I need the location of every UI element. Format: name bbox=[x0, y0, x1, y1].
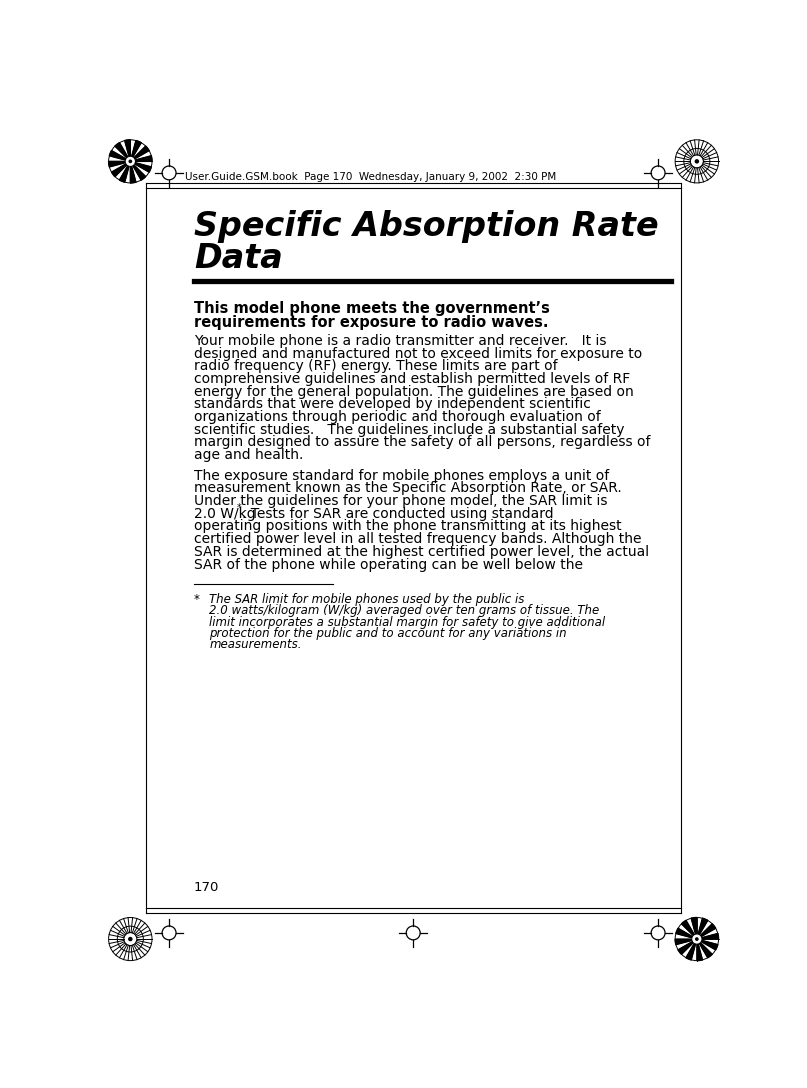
Polygon shape bbox=[697, 924, 716, 939]
Polygon shape bbox=[109, 161, 130, 166]
Polygon shape bbox=[686, 939, 697, 960]
Text: SAR is determined at the highest certified power level, the actual: SAR is determined at the highest certifi… bbox=[194, 545, 649, 559]
Text: margin designed to assure the safety of all persons, regardless of: margin designed to assure the safety of … bbox=[194, 435, 650, 449]
Polygon shape bbox=[697, 939, 702, 961]
Polygon shape bbox=[675, 939, 697, 944]
Text: standards that were developed by independent scientific: standards that were developed by indepen… bbox=[194, 397, 591, 411]
Text: Your mobile phone is a radio transmitter and receiver.   It is: Your mobile phone is a radio transmitter… bbox=[194, 334, 606, 348]
Text: 170: 170 bbox=[194, 881, 220, 894]
Text: *: * bbox=[236, 503, 241, 512]
Polygon shape bbox=[130, 161, 146, 180]
Polygon shape bbox=[115, 143, 130, 161]
Text: radio frequency (RF) energy. These limits are part of: radio frequency (RF) energy. These limit… bbox=[194, 359, 558, 373]
Polygon shape bbox=[125, 139, 130, 161]
Text: This model phone meets the government’s: This model phone meets the government’s bbox=[194, 301, 550, 317]
Text: measurements.: measurements. bbox=[209, 638, 302, 651]
Circle shape bbox=[129, 160, 132, 162]
Polygon shape bbox=[130, 161, 136, 183]
Text: protection for the public and to account for any variations in: protection for the public and to account… bbox=[209, 627, 567, 640]
Text: organizations through periodic and thorough evaluation of: organizations through periodic and thoro… bbox=[194, 410, 600, 424]
Polygon shape bbox=[697, 939, 717, 950]
Polygon shape bbox=[692, 917, 697, 939]
Text: age and health.: age and health. bbox=[194, 448, 303, 462]
Text: operating positions with the phone transmitting at its highest: operating positions with the phone trans… bbox=[194, 519, 621, 533]
Polygon shape bbox=[119, 161, 130, 182]
Polygon shape bbox=[697, 918, 708, 939]
Polygon shape bbox=[681, 920, 697, 939]
Polygon shape bbox=[111, 161, 130, 176]
Text: comprehensive guidelines and establish permitted levels of RF: comprehensive guidelines and establish p… bbox=[194, 372, 630, 386]
Text: The SAR limit for mobile phones used by the public is: The SAR limit for mobile phones used by … bbox=[209, 593, 525, 606]
Text: 2.0 watts/kilogram (W/kg) averaged over ten grams of tissue. The: 2.0 watts/kilogram (W/kg) averaged over … bbox=[209, 605, 600, 618]
Polygon shape bbox=[130, 146, 149, 161]
Polygon shape bbox=[697, 939, 713, 957]
Text: requirements for exposure to radio waves.: requirements for exposure to radio waves… bbox=[194, 314, 549, 330]
Circle shape bbox=[693, 936, 700, 943]
Circle shape bbox=[696, 938, 698, 940]
Text: SAR of the phone while operating can be well below the: SAR of the phone while operating can be … bbox=[194, 557, 583, 571]
Text: energy for the general population. The guidelines are based on: energy for the general population. The g… bbox=[194, 385, 633, 398]
Text: The exposure standard for mobile phones employs a unit of: The exposure standard for mobile phones … bbox=[194, 469, 609, 483]
Circle shape bbox=[129, 938, 132, 941]
Text: scientific studies.   The guidelines include a substantial safety: scientific studies. The guidelines inclu… bbox=[194, 423, 625, 436]
Polygon shape bbox=[676, 928, 697, 939]
Text: *: * bbox=[194, 593, 200, 606]
Text: designed and manufactured not to exceed limits for exposure to: designed and manufactured not to exceed … bbox=[194, 347, 642, 360]
Polygon shape bbox=[110, 150, 130, 161]
Polygon shape bbox=[130, 140, 141, 161]
Text: certified power level in all tested frequency bands. Although the: certified power level in all tested freq… bbox=[194, 532, 642, 546]
Text: measurement known as the Specific Absorption Rate, or SAR.: measurement known as the Specific Absorp… bbox=[194, 481, 621, 495]
Text: User.Guide.GSM.book  Page 170  Wednesday, January 9, 2002  2:30 PM: User.Guide.GSM.book Page 170 Wednesday, … bbox=[185, 172, 556, 182]
Text: Under the guidelines for your phone model, the SAR limit is: Under the guidelines for your phone mode… bbox=[194, 494, 608, 508]
Text: Specific Absorption Rate: Specific Absorption Rate bbox=[194, 210, 659, 243]
Polygon shape bbox=[678, 939, 697, 954]
Text: limit incorporates a substantial margin for safety to give additional: limit incorporates a substantial margin … bbox=[209, 616, 605, 629]
Text: Data: Data bbox=[194, 243, 282, 275]
Text: . Tests for SAR are conducted using standard: . Tests for SAR are conducted using stan… bbox=[242, 507, 554, 521]
Circle shape bbox=[127, 158, 134, 165]
Polygon shape bbox=[130, 156, 152, 161]
Polygon shape bbox=[697, 934, 718, 939]
Text: 2.0 W/kg: 2.0 W/kg bbox=[194, 507, 256, 521]
Polygon shape bbox=[130, 161, 151, 172]
Circle shape bbox=[696, 160, 698, 163]
